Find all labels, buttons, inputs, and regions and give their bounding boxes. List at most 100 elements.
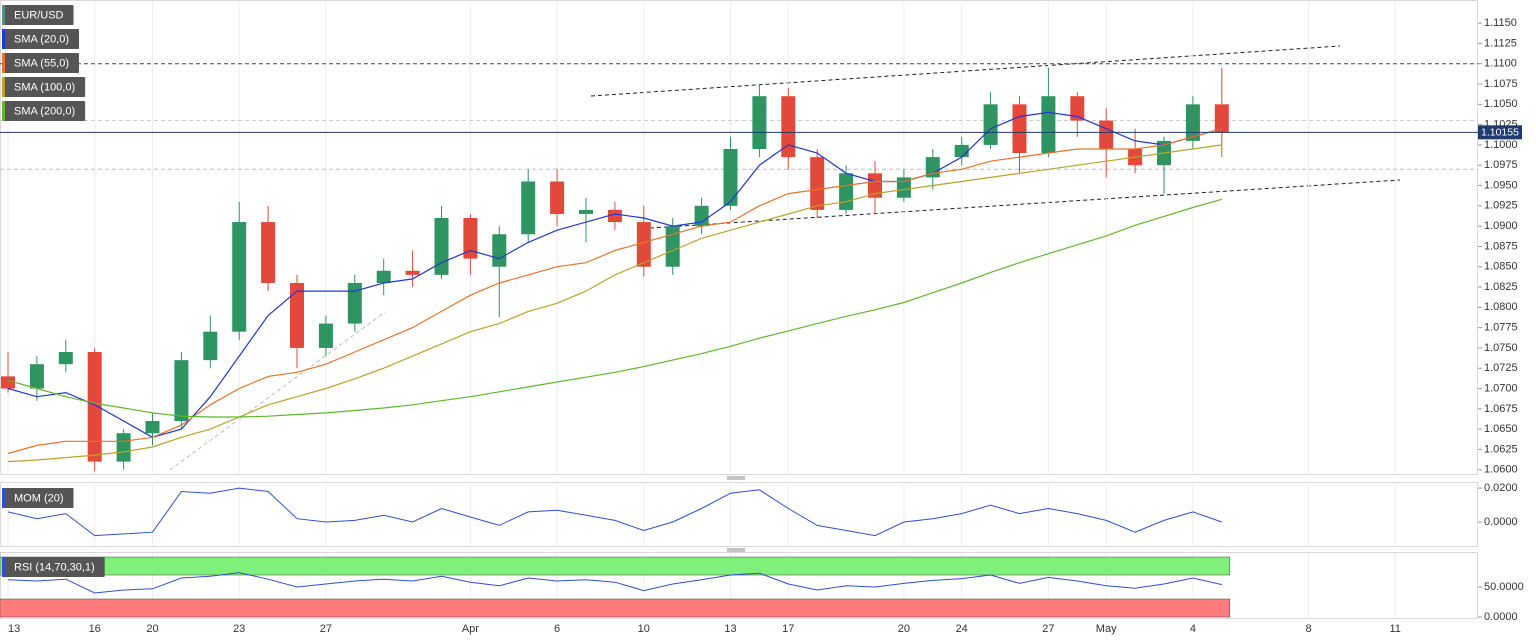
candle-body	[261, 222, 276, 283]
x-tick-label: 24	[956, 623, 968, 635]
y-tick-label: 1.0650	[1484, 423, 1518, 435]
last-price-label: 1.10155	[1481, 127, 1519, 139]
candle-body	[203, 331, 218, 361]
y-tick-label: 1.0675	[1484, 403, 1518, 415]
legend-label: RSI (14,70,30,1)	[14, 561, 95, 573]
legend-item: SMA (100,0)	[2, 77, 86, 97]
candle-body	[868, 173, 882, 198]
candle-body	[290, 282, 304, 348]
legend-swatch	[2, 101, 5, 121]
legend-label: SMA (55,0)	[14, 57, 69, 69]
panel-grip[interactable]	[727, 476, 745, 552]
x-tick-label: 20	[146, 623, 158, 635]
legend-item: SMA (200,0)	[2, 101, 86, 121]
legend-swatch	[2, 29, 5, 49]
candle-body	[636, 222, 651, 267]
candle-body	[174, 360, 189, 422]
mom-panel-frame	[0, 482, 1478, 547]
legend-box	[2, 77, 86, 97]
legend-swatch	[2, 5, 5, 25]
candle-body	[983, 104, 998, 145]
y-tick-label: 1.0725	[1484, 362, 1518, 374]
legend-item: SMA (55,0)	[2, 53, 80, 73]
y-tick-label: 1.1075	[1484, 78, 1518, 90]
candle-body	[1012, 104, 1027, 154]
candle-body	[1214, 104, 1229, 133]
rsi-panel-frame	[0, 552, 1478, 619]
legend-label: SMA (20,0)	[14, 33, 69, 45]
candle-body	[1185, 104, 1200, 141]
candle-body	[723, 148, 738, 206]
indicator-line	[7, 111, 1222, 438]
y-tick-label: 1.0775	[1484, 322, 1518, 334]
x-tick-label: 6	[554, 623, 560, 635]
x-tick-label: 13	[724, 623, 736, 635]
y-tick-label: 1.0900	[1484, 220, 1518, 232]
rsi-band	[0, 598, 1231, 618]
y-tick-label: 1.1050	[1484, 98, 1518, 110]
indicator-line	[7, 487, 1222, 537]
candle-body	[29, 364, 44, 389]
y-tick-label: 1.0875	[1484, 240, 1518, 252]
x-tick-label: 27	[1042, 623, 1054, 635]
legend-box	[2, 557, 105, 577]
y-tick-label: 0.0000	[1484, 516, 1518, 528]
candle-body	[694, 205, 709, 227]
legend-item: RSI (14,70,30,1)	[2, 557, 105, 577]
legend-label: SMA (100,0)	[14, 81, 75, 93]
x-tick-label: 16	[89, 623, 101, 635]
trendlines	[169, 45, 1401, 471]
y-tick-label: 1.1000	[1484, 139, 1518, 151]
x-tick-label: May	[1096, 623, 1117, 635]
last-price-box	[1478, 125, 1522, 140]
y-tick-label: 1.0825	[1484, 281, 1518, 293]
y-tick-label: 1.0975	[1484, 159, 1518, 171]
legend-item: SMA (20,0)	[2, 29, 80, 49]
candle-body	[58, 352, 73, 365]
x-tick-label: 23	[233, 623, 245, 635]
y-tick-label: 1.1025	[1484, 119, 1518, 131]
y-tick-label: 50.0000	[1484, 581, 1524, 593]
x-tick-label: 10	[638, 623, 650, 635]
candle-body	[434, 218, 449, 275]
candle-body	[463, 218, 478, 259]
x-tick-label: 27	[320, 623, 332, 635]
legend-label: SMA (200,0)	[14, 105, 75, 117]
candle-body	[318, 323, 333, 348]
upper-channel-line	[590, 45, 1341, 97]
candle-body	[405, 270, 420, 275]
y-tick-label: 1.1125	[1484, 37, 1517, 49]
candle-body	[607, 209, 622, 223]
legend-box	[2, 5, 74, 25]
x-tick-label: 8	[1305, 623, 1311, 635]
lower-channel-line	[649, 179, 1401, 229]
candle-body	[347, 282, 362, 324]
candle-body	[1099, 120, 1114, 149]
y-tick-label: 1.0625	[1484, 443, 1518, 455]
legend-item: EUR/USD	[2, 5, 74, 25]
legend-label: MOM (20)	[14, 492, 64, 504]
legend-swatch	[2, 557, 5, 577]
legend-box	[2, 488, 74, 508]
candle-body	[232, 222, 247, 332]
candle-body	[752, 96, 767, 149]
candle-body	[810, 157, 825, 210]
legend-box	[2, 101, 86, 121]
y-tick-label: 1.0950	[1484, 179, 1518, 191]
y-tick-label: 1.0925	[1484, 200, 1518, 212]
candle-body	[87, 352, 102, 462]
x-tick-label: 17	[782, 623, 794, 635]
y-tick-label: 1.1150	[1484, 17, 1517, 29]
y-tick-label: 1.0750	[1484, 342, 1518, 354]
candle-body	[839, 173, 854, 210]
candle-body	[896, 177, 911, 198]
x-tick-label: 11	[1389, 623, 1400, 635]
indicator-line	[7, 144, 1222, 463]
legend-swatch	[2, 77, 5, 97]
candle-body	[1070, 96, 1085, 121]
candle-body	[550, 181, 565, 214]
x-tick-label: 20	[898, 623, 910, 635]
